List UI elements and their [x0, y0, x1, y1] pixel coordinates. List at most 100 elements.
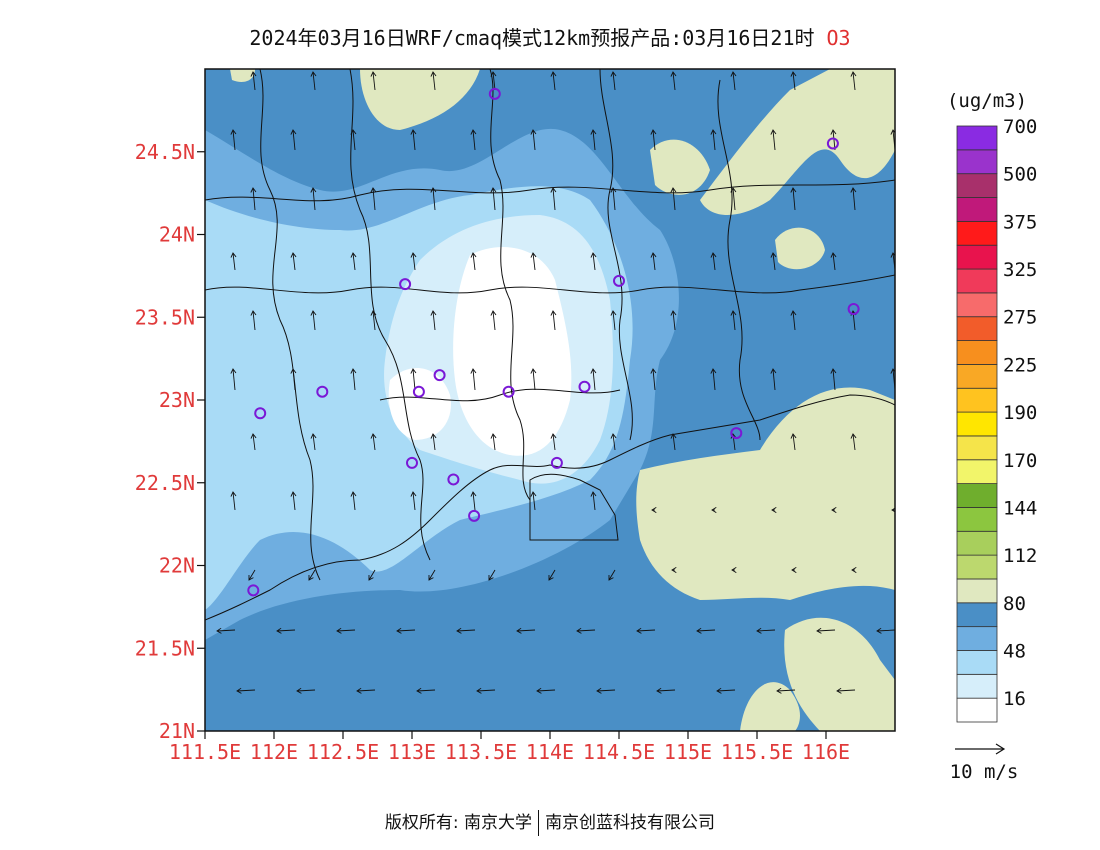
- wind-arrowhead: [830, 368, 837, 374]
- wind-arrowhead: [696, 627, 702, 634]
- lat-tick-label: 21N: [159, 719, 195, 743]
- field-band-80-112-nw: [230, 69, 255, 82]
- colorbar-label: 48: [1003, 640, 1026, 662]
- lat-tick-label: 22.5N: [135, 471, 195, 495]
- lon-tick-label: 115.5E: [721, 740, 793, 764]
- wind-arrowhead: [851, 567, 857, 573]
- wind-arrow: [252, 310, 256, 331]
- wind-arrow: [432, 433, 436, 451]
- wind-arrow: [292, 368, 296, 391]
- wind-arrowhead: [410, 368, 417, 374]
- admin-boundary-5: [717, 79, 761, 441]
- wind-arrow: [832, 252, 836, 271]
- wind-arrowhead: [610, 433, 617, 439]
- wind-arrowhead: [430, 187, 437, 193]
- wind-arrow: [656, 689, 676, 692]
- wind-arrow: [492, 433, 496, 451]
- wind-arrow: [652, 252, 656, 271]
- wind-arrow: [296, 689, 316, 692]
- colorbar-swatch: [956, 197, 998, 222]
- wind-arrow: [368, 569, 376, 581]
- colorbar-swatch: [956, 530, 998, 556]
- colorbar: 16 48 80 112 144 170 190 225 275 325 375 500 700: [956, 116, 1037, 723]
- latitude-axis: 24.5N 24N 23.5N 23N 22.5N 22N 21.5N 21N: [135, 140, 205, 743]
- colorbar-label: 700: [1003, 116, 1037, 138]
- lon-tick-label: 113.5E: [445, 740, 517, 764]
- wind-arrow: [716, 689, 736, 692]
- wind-arrow: [552, 310, 556, 331]
- station-marker: [247, 584, 260, 597]
- field-band-80-112-ne2: [650, 139, 710, 195]
- wind-arrowhead: [310, 187, 317, 193]
- lon-tick-label: 115E: [664, 740, 712, 764]
- footer-company: 南京创蓝科技有限公司: [545, 813, 716, 833]
- wind-arrow: [372, 71, 376, 91]
- admin-boundary-7: [205, 179, 895, 202]
- wind-arrow: [488, 569, 496, 581]
- wind-arrow: [232, 129, 236, 151]
- wind-arrow: [216, 629, 236, 632]
- lon-tick-label: 116E: [802, 740, 850, 764]
- wind-arrow: [852, 187, 856, 211]
- wind-arrow: [672, 187, 676, 211]
- wind-arrow: [412, 368, 416, 391]
- wind-arrowhead: [490, 187, 497, 193]
- wind-arrow: [612, 187, 616, 211]
- wind-arrow: [416, 689, 436, 692]
- wind-arrowhead: [396, 627, 402, 634]
- colorbar-swatch: [956, 554, 998, 580]
- colorbar-swatch: [956, 244, 998, 270]
- wind-arrow: [352, 129, 356, 151]
- wind-arrowhead: [230, 129, 237, 135]
- wind-arrowhead: [530, 129, 537, 135]
- wind-arrow: [356, 689, 376, 692]
- wind-arrow: [592, 129, 596, 151]
- wind-arrowhead: [416, 687, 422, 694]
- wind-arrow: [552, 187, 556, 211]
- wind-arrowhead: [356, 687, 362, 694]
- colorbar-swatch: [956, 268, 998, 294]
- wind-arrowhead: [550, 310, 557, 316]
- wind-arrow: [532, 129, 536, 151]
- wind-arrow: [772, 252, 776, 271]
- colorbar-swatch: [956, 483, 998, 508]
- wind-arrowhead: [430, 71, 437, 77]
- field-band-80-112-east: [775, 227, 825, 270]
- footer: 版权所有: 南京大学 南京创蓝科技有限公司: [0, 808, 1100, 836]
- wind-arrowhead: [230, 368, 237, 374]
- wind-arrow: [792, 187, 796, 211]
- station-marker: [730, 427, 743, 440]
- wind-arrowhead: [731, 567, 737, 573]
- wind-arrow: [492, 187, 496, 211]
- wind-arrowhead: [290, 491, 297, 497]
- wind-arrowhead: [730, 310, 737, 316]
- admin-boundary-6: [205, 274, 895, 294]
- lat-tick-label: 23N: [159, 388, 195, 412]
- wind-arrow: [248, 569, 256, 581]
- colorbar-swatch: [956, 507, 998, 532]
- wind-arrow: [792, 433, 796, 451]
- station-marker: [502, 385, 515, 398]
- station-marker: [412, 385, 425, 398]
- colorbar-label: 170: [1003, 450, 1037, 472]
- wind-arrow: [897, 690, 915, 691]
- wind-arrowhead: [730, 187, 737, 193]
- wind-arrowhead: [370, 310, 377, 316]
- wind-arrow: [776, 689, 796, 692]
- wind-arrowhead: [470, 368, 477, 374]
- wind-arrowhead: [488, 574, 494, 581]
- wind-arrowhead: [650, 368, 657, 374]
- wind-arrowhead: [550, 433, 557, 439]
- wind-arrowhead: [710, 252, 717, 258]
- wind-arrow: [276, 629, 296, 632]
- wind-arrowhead: [670, 433, 677, 439]
- wind-arrow: [352, 252, 356, 271]
- admin-boundary-3: [489, 69, 531, 501]
- wind-arrow: [672, 310, 676, 331]
- wind-arrowhead: [650, 252, 657, 258]
- colorbar-label: 325: [1003, 259, 1037, 281]
- wind-arrowhead: [590, 252, 597, 258]
- wind-arrow: [816, 629, 836, 632]
- wind-arrowhead: [430, 433, 437, 439]
- colorbar-swatch: [956, 673, 998, 699]
